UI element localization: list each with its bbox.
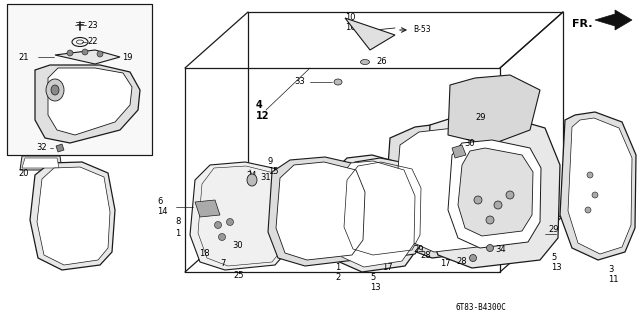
Text: 17: 17 [382,264,392,272]
Polygon shape [20,156,62,170]
Circle shape [227,218,234,226]
Polygon shape [448,140,541,248]
Polygon shape [7,4,152,155]
Text: 2: 2 [335,274,340,283]
Text: 13: 13 [370,283,381,293]
Polygon shape [190,162,292,270]
Text: 11: 11 [608,276,618,284]
Circle shape [585,207,591,213]
Polygon shape [48,68,132,135]
Text: 6: 6 [157,198,163,206]
Circle shape [506,191,514,199]
Ellipse shape [334,79,342,85]
Text: 30: 30 [464,138,475,148]
Circle shape [486,245,493,252]
Circle shape [67,50,73,56]
Text: 34: 34 [495,246,506,254]
Polygon shape [30,162,115,270]
Polygon shape [425,115,560,268]
Text: 19: 19 [122,52,132,62]
Polygon shape [195,200,220,217]
Polygon shape [56,144,64,152]
Text: 28: 28 [456,258,467,266]
Text: 30: 30 [232,240,243,250]
Circle shape [474,196,482,204]
Ellipse shape [46,79,64,101]
Text: 33: 33 [294,77,305,87]
Text: 12: 12 [256,111,269,121]
Text: 21: 21 [18,52,29,62]
Text: 17: 17 [440,259,451,269]
Circle shape [211,206,218,214]
Circle shape [218,234,225,240]
Text: 25: 25 [233,270,243,279]
Text: 4: 4 [256,100,263,110]
Polygon shape [276,162,365,260]
Text: 28: 28 [420,252,431,260]
Polygon shape [345,18,395,50]
Polygon shape [385,122,517,258]
Text: 22: 22 [87,38,97,46]
Text: 3: 3 [608,265,613,275]
Circle shape [82,49,88,55]
Text: 29: 29 [413,246,424,254]
Text: 13: 13 [551,264,562,272]
Text: 27: 27 [428,233,438,241]
Text: 18: 18 [199,248,210,258]
Text: FR.: FR. [572,19,593,29]
Text: 8: 8 [175,217,180,227]
Text: 24: 24 [246,172,257,180]
Text: 26: 26 [376,58,387,66]
Text: 31: 31 [260,173,271,183]
Text: 10: 10 [345,14,355,22]
Text: 32: 32 [36,143,47,153]
Text: 5: 5 [551,253,556,263]
Polygon shape [35,65,140,143]
Ellipse shape [247,174,257,186]
Polygon shape [337,158,426,260]
Text: 18: 18 [397,163,408,173]
Text: 14: 14 [157,208,168,216]
Text: 5: 5 [370,274,375,283]
Polygon shape [324,155,420,272]
Polygon shape [452,145,466,158]
Text: 23: 23 [87,21,98,29]
Text: 29: 29 [475,113,486,123]
Circle shape [470,254,477,262]
Text: 1: 1 [175,228,180,238]
Text: 6T83-B4300C: 6T83-B4300C [455,303,506,313]
Polygon shape [448,75,540,145]
Polygon shape [37,167,110,265]
Circle shape [97,51,103,57]
Circle shape [587,172,593,178]
Polygon shape [568,118,632,254]
Text: B-53: B-53 [413,26,431,34]
Circle shape [592,192,598,198]
Circle shape [494,201,502,209]
Text: 9: 9 [268,157,273,167]
Polygon shape [595,10,632,30]
Text: 7: 7 [220,258,225,268]
Polygon shape [22,158,59,168]
Polygon shape [395,128,511,252]
Ellipse shape [360,59,369,64]
Circle shape [486,216,494,224]
Text: 16: 16 [345,23,356,33]
Polygon shape [560,112,636,260]
Text: 29: 29 [548,226,559,234]
Circle shape [214,222,221,228]
Text: 20: 20 [18,169,29,179]
Text: 1: 1 [335,264,340,272]
Text: 15: 15 [268,167,278,177]
Polygon shape [268,157,370,266]
Polygon shape [55,50,120,64]
Ellipse shape [51,85,59,95]
Polygon shape [458,148,533,236]
Polygon shape [332,161,415,267]
